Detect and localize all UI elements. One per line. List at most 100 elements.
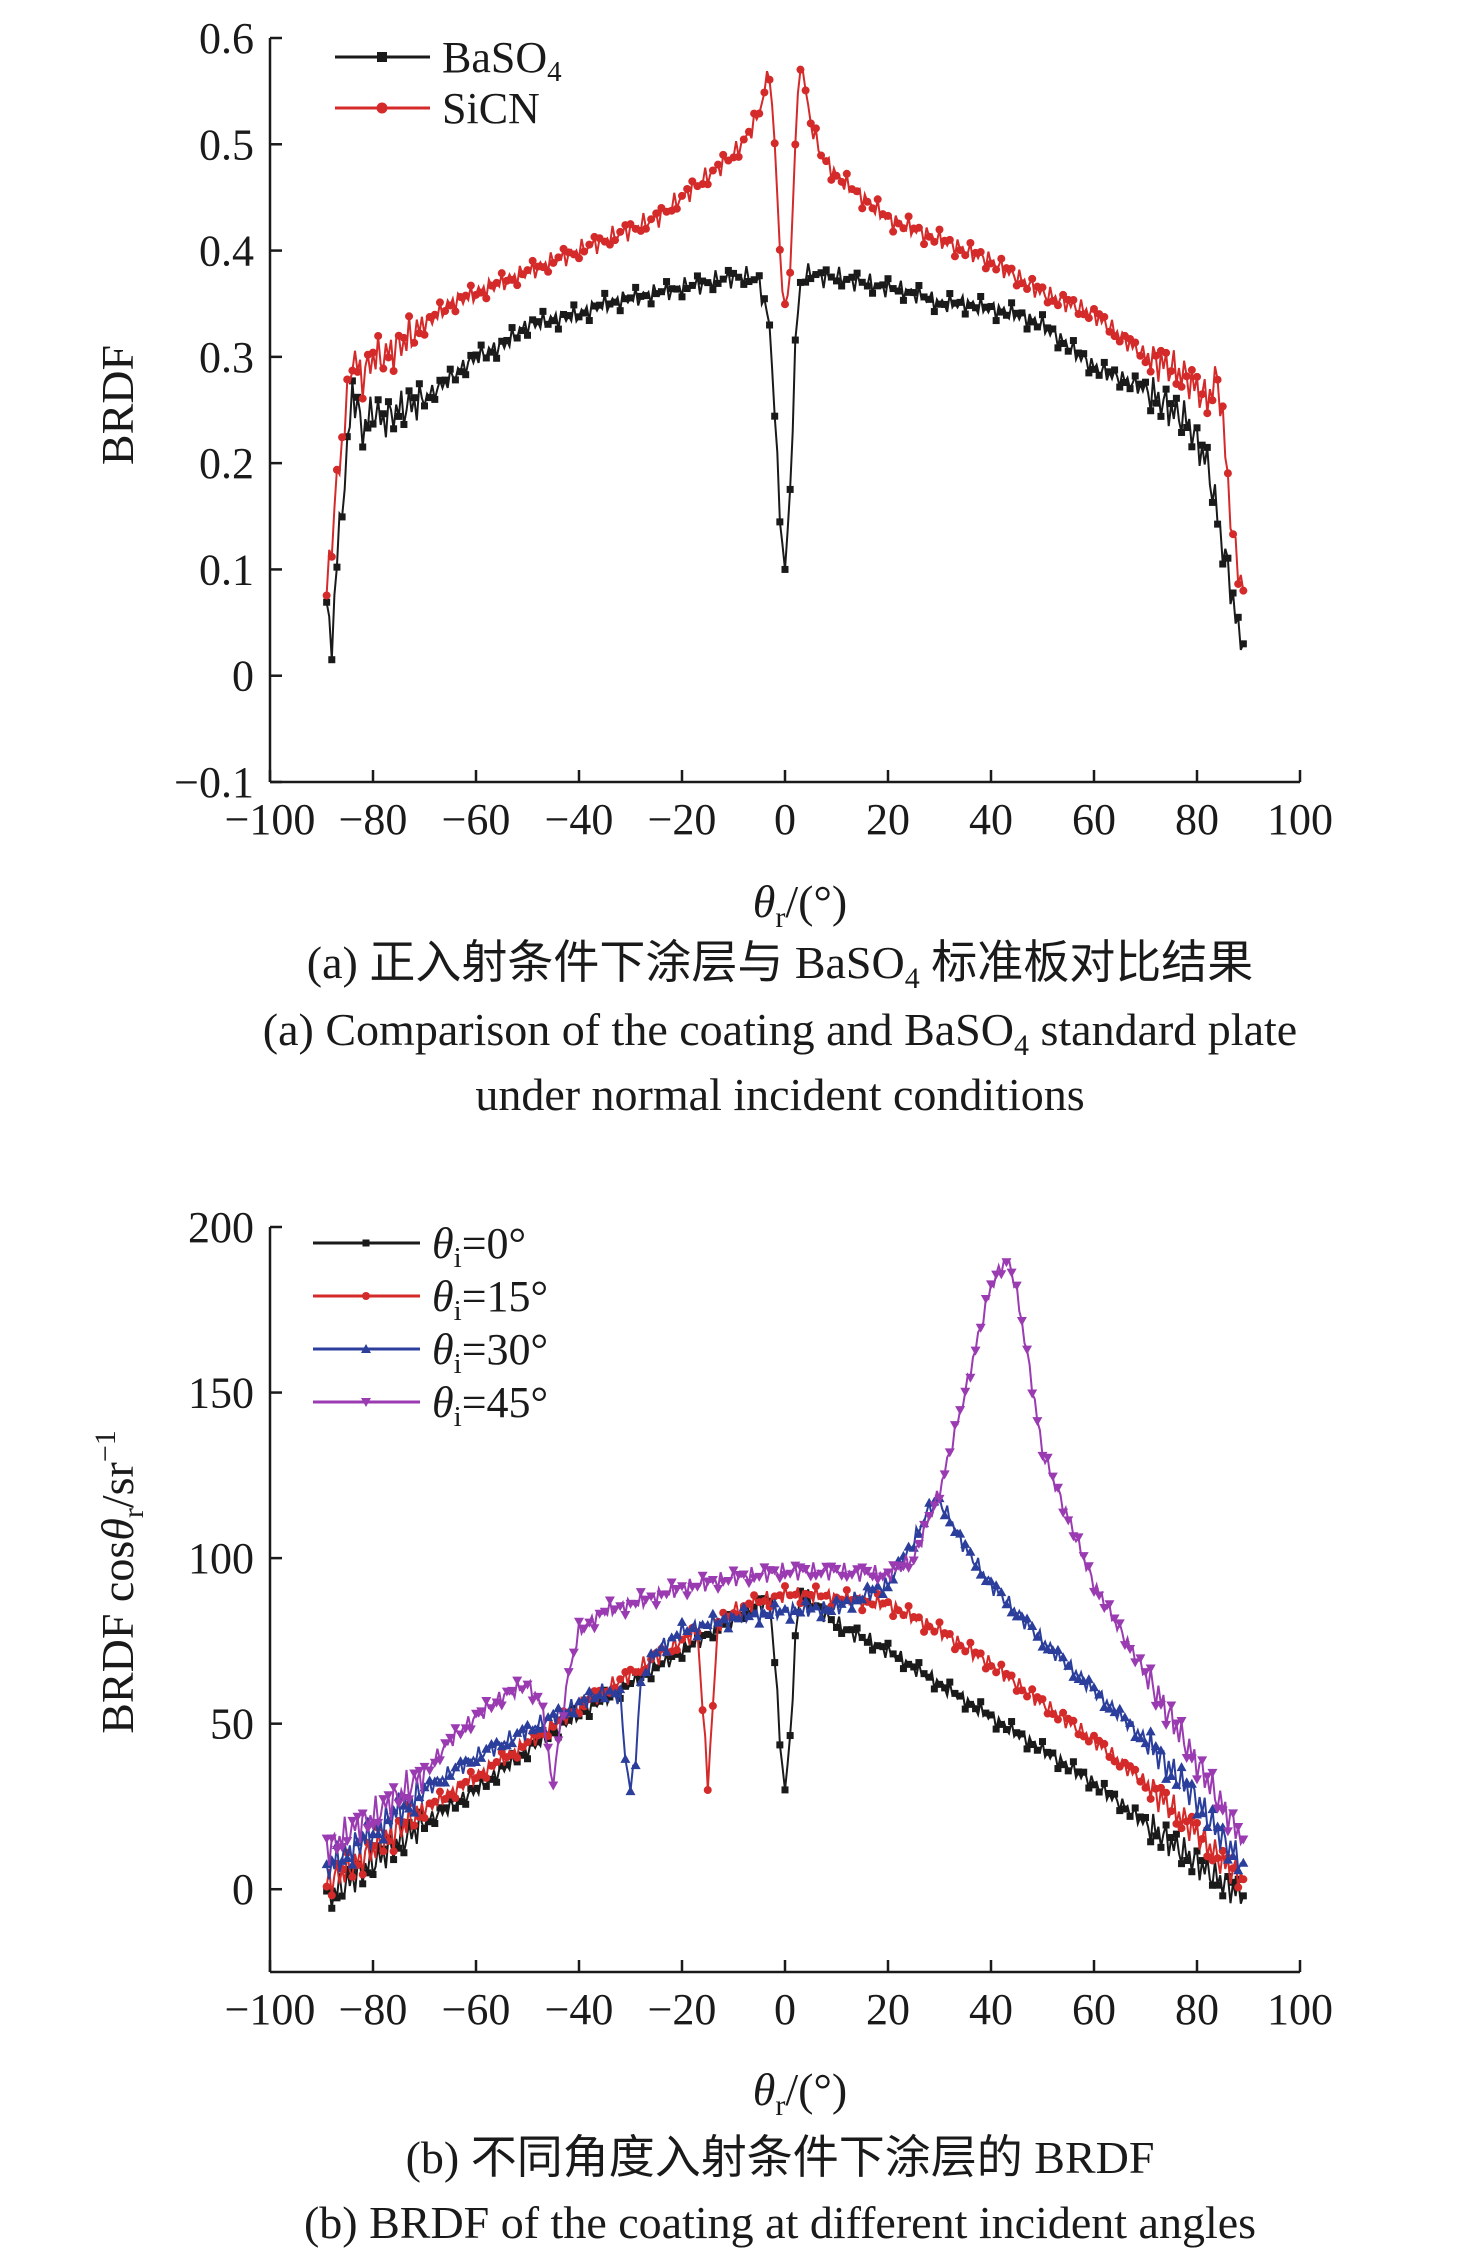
data-point — [399, 333, 408, 342]
data-point — [1111, 1790, 1119, 1798]
data-point — [769, 1598, 780, 1608]
data-point — [460, 1755, 471, 1765]
data-point — [640, 1595, 651, 1605]
data-point — [1234, 613, 1242, 621]
data-point — [924, 1512, 935, 1522]
data-point — [1053, 1715, 1062, 1724]
data-point — [1135, 1654, 1146, 1664]
data-point — [529, 316, 537, 324]
data-point — [719, 1620, 727, 1628]
x-tick-label: 20 — [866, 1985, 910, 2034]
caption-b-zh: (b) 不同角度入射条件下涂层的 BRDF — [406, 2132, 1155, 2183]
data-point — [1049, 325, 1057, 333]
data-point — [728, 1566, 739, 1576]
data-point — [858, 278, 866, 286]
data-point — [740, 280, 748, 288]
data-point — [421, 1824, 428, 1832]
data-point — [646, 1592, 657, 1602]
data-point — [1053, 301, 1062, 310]
data-point — [1048, 1710, 1057, 1719]
data-point — [1083, 1562, 1094, 1572]
data-point — [1187, 366, 1196, 375]
data-point — [745, 278, 753, 286]
data-point — [1039, 311, 1046, 319]
data-point — [369, 1870, 377, 1878]
data-point — [1130, 1658, 1141, 1668]
data-point — [713, 1584, 724, 1594]
data-point — [1017, 1686, 1026, 1695]
data-point — [1147, 1838, 1155, 1846]
data-point — [987, 1661, 995, 1670]
data-point — [1058, 1508, 1069, 1518]
data-point — [1038, 283, 1047, 292]
data-point — [714, 279, 722, 287]
data-point — [553, 1736, 564, 1746]
data-point — [996, 1587, 1007, 1597]
data-point — [672, 1646, 681, 1655]
data-point — [781, 565, 789, 573]
data-point — [992, 1725, 1000, 1733]
data-point — [1023, 285, 1032, 294]
data-point — [872, 1580, 883, 1590]
data-point — [584, 1618, 595, 1628]
data-point — [410, 394, 418, 402]
y-tick-label: 0.3 — [199, 333, 254, 382]
data-point — [853, 187, 862, 196]
data-point — [379, 364, 388, 373]
data-point — [1069, 337, 1077, 345]
data-point — [755, 109, 764, 118]
data-point — [1156, 1783, 1165, 1792]
data-point — [585, 1712, 593, 1720]
data-point — [776, 1741, 784, 1749]
data-point — [393, 1799, 404, 1809]
x-tick-label: 40 — [969, 1985, 1013, 2034]
data-point — [548, 1708, 559, 1718]
data-point — [980, 1295, 991, 1305]
data-point — [913, 1528, 924, 1538]
data-point — [1052, 1644, 1063, 1654]
data-point — [1028, 1685, 1037, 1694]
data-point — [1136, 380, 1144, 388]
data-point — [436, 376, 444, 384]
data-point — [960, 1387, 971, 1397]
series--i-45- — [321, 1257, 1249, 1866]
data-point — [517, 1685, 528, 1695]
data-point — [724, 266, 732, 274]
data-point — [400, 1849, 408, 1857]
data-point — [1094, 1689, 1105, 1699]
data-point — [1145, 1664, 1156, 1674]
data-point — [461, 1777, 470, 1786]
data-point — [395, 1844, 403, 1852]
data-point — [1028, 318, 1036, 326]
x-tick-label: −80 — [339, 795, 408, 844]
data-point — [925, 232, 934, 241]
legend-item: θi=30° — [313, 1325, 548, 1380]
data-point — [1054, 1765, 1062, 1773]
data-point — [1075, 1768, 1083, 1776]
data-point — [492, 1757, 501, 1766]
data-point — [632, 283, 640, 291]
data-point — [796, 278, 804, 286]
data-point — [436, 1804, 444, 1812]
data-point — [1059, 1708, 1068, 1717]
data-point — [1178, 1860, 1186, 1868]
data-point — [1142, 378, 1149, 386]
data-point — [1223, 469, 1232, 478]
data-point — [498, 1762, 506, 1770]
data-point — [1162, 1821, 1170, 1829]
data-point — [601, 289, 609, 297]
data-point — [914, 223, 923, 232]
data-point — [781, 300, 789, 309]
data-point — [925, 295, 933, 303]
data-point — [704, 1630, 712, 1638]
data-point — [518, 1743, 527, 1752]
series-baso4 — [323, 263, 1247, 664]
data-point — [1183, 1857, 1191, 1865]
data-point — [574, 1617, 584, 1627]
data-point — [905, 1660, 913, 1668]
data-point — [560, 310, 568, 318]
data-point — [337, 1855, 348, 1865]
data-point — [740, 1614, 748, 1622]
data-point — [625, 1786, 636, 1796]
